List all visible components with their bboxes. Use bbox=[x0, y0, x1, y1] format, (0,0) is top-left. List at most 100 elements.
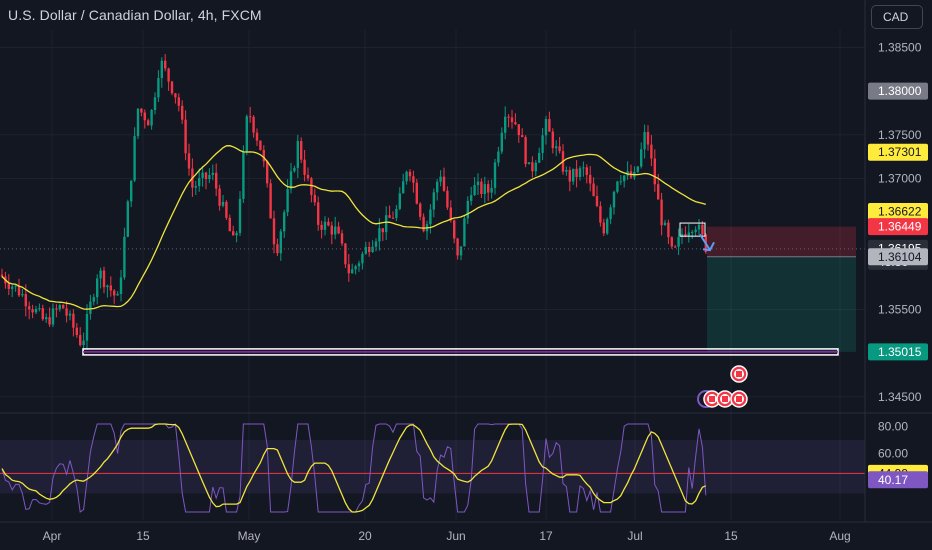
candle-body bbox=[480, 181, 483, 194]
candle-body bbox=[85, 313, 89, 341]
candle-body bbox=[204, 172, 208, 180]
us-event-icon[interactable] bbox=[703, 390, 721, 408]
price-tick-label: 1.38500 bbox=[878, 40, 922, 54]
candle-body bbox=[500, 132, 503, 152]
candle-body bbox=[680, 233, 684, 238]
candle-body bbox=[119, 277, 123, 294]
candle-body bbox=[616, 181, 619, 192]
currency-button[interactable]: CAD bbox=[871, 5, 923, 29]
candle-body bbox=[157, 78, 160, 98]
candlestick-series bbox=[0, 54, 865, 355]
candle-body bbox=[538, 152, 541, 163]
candle-body bbox=[548, 119, 551, 132]
grid-lines bbox=[0, 30, 932, 520]
candle-body bbox=[68, 313, 72, 316]
candle-body bbox=[72, 313, 75, 328]
candle-body bbox=[436, 181, 439, 193]
candle-body bbox=[623, 175, 626, 182]
candle-body bbox=[65, 308, 68, 316]
candle-body bbox=[521, 135, 524, 138]
candle-body bbox=[24, 294, 27, 307]
canada-event-icon-mark bbox=[736, 371, 742, 377]
rsi-value-label-bg bbox=[868, 471, 928, 489]
candle-body bbox=[565, 170, 568, 172]
candle-body bbox=[674, 246, 677, 248]
candle-body bbox=[524, 137, 527, 165]
candle-body bbox=[337, 226, 340, 234]
candle-body bbox=[109, 285, 112, 291]
candle-body bbox=[368, 246, 371, 252]
price-label-bg bbox=[868, 248, 928, 266]
candle-body bbox=[429, 209, 432, 225]
candle-body bbox=[456, 238, 459, 256]
candle-body bbox=[262, 149, 265, 162]
candle-body bbox=[442, 176, 446, 191]
candle-body bbox=[320, 224, 323, 230]
candle-body bbox=[388, 215, 391, 218]
price-label: 1.36622 bbox=[878, 205, 922, 219]
price-label-bg bbox=[868, 343, 928, 361]
price-label-bg bbox=[868, 143, 928, 161]
candle-body bbox=[643, 132, 646, 150]
chart-title: U.S. Dollar / Canadian Dollar, 4h, FXCM bbox=[8, 7, 262, 23]
candle-body bbox=[293, 167, 296, 172]
candle-body bbox=[201, 172, 204, 179]
candle-body bbox=[531, 162, 534, 172]
candle-body bbox=[487, 184, 490, 193]
candle-body bbox=[514, 122, 517, 125]
candle-body bbox=[585, 167, 588, 175]
candle-body bbox=[153, 97, 157, 110]
time-axis-label: 15 bbox=[136, 529, 150, 543]
candle-body bbox=[286, 189, 289, 213]
price-label: 1.38000 bbox=[878, 84, 922, 98]
candle-body bbox=[279, 231, 282, 254]
candle-body bbox=[446, 190, 449, 208]
candle-body bbox=[300, 141, 303, 160]
short-position-tool[interactable] bbox=[82, 222, 856, 356]
candle-body bbox=[106, 285, 109, 288]
rsi-pane bbox=[0, 423, 865, 513]
candle-body bbox=[317, 202, 320, 225]
canada-event-icon[interactable] bbox=[730, 365, 748, 383]
us-event-icon-mark bbox=[709, 396, 715, 402]
candle-body bbox=[58, 305, 61, 310]
candle-body bbox=[619, 181, 622, 183]
candle-body bbox=[48, 317, 51, 325]
candle-body bbox=[589, 174, 592, 184]
candle-body bbox=[177, 97, 180, 106]
candle-body bbox=[364, 246, 367, 254]
candle-body bbox=[697, 224, 701, 230]
candle-body bbox=[663, 222, 667, 226]
candle-body bbox=[572, 168, 575, 182]
candle-body bbox=[89, 301, 92, 314]
us-event-icon-mark bbox=[736, 396, 742, 402]
candle-body bbox=[582, 167, 585, 169]
candle-body bbox=[599, 206, 602, 223]
down-arrow bbox=[699, 233, 715, 252]
candle-body bbox=[11, 286, 14, 289]
candle-body bbox=[235, 232, 238, 236]
candle-body bbox=[272, 218, 276, 245]
candle-body bbox=[507, 116, 510, 118]
economic-events[interactable] bbox=[697, 365, 748, 408]
price-tick-label: 1.37500 bbox=[878, 128, 922, 142]
candle-body bbox=[116, 293, 119, 296]
candle-body bbox=[402, 181, 405, 194]
candle-body bbox=[170, 81, 174, 94]
candle-body bbox=[113, 290, 116, 296]
us-event-icon[interactable] bbox=[716, 390, 734, 408]
candle-body bbox=[28, 306, 31, 310]
candle-body bbox=[653, 158, 656, 185]
time-axis-label: Aug bbox=[829, 529, 850, 543]
candle-body bbox=[541, 135, 544, 153]
candle-body bbox=[17, 285, 21, 296]
us-event-icon[interactable] bbox=[730, 390, 748, 408]
price-label: 1.36104 bbox=[878, 250, 922, 264]
candle-body bbox=[490, 187, 493, 193]
candle-body bbox=[310, 178, 313, 195]
candle-body bbox=[140, 108, 143, 113]
candle-body bbox=[476, 181, 480, 186]
candle-body bbox=[527, 162, 531, 165]
